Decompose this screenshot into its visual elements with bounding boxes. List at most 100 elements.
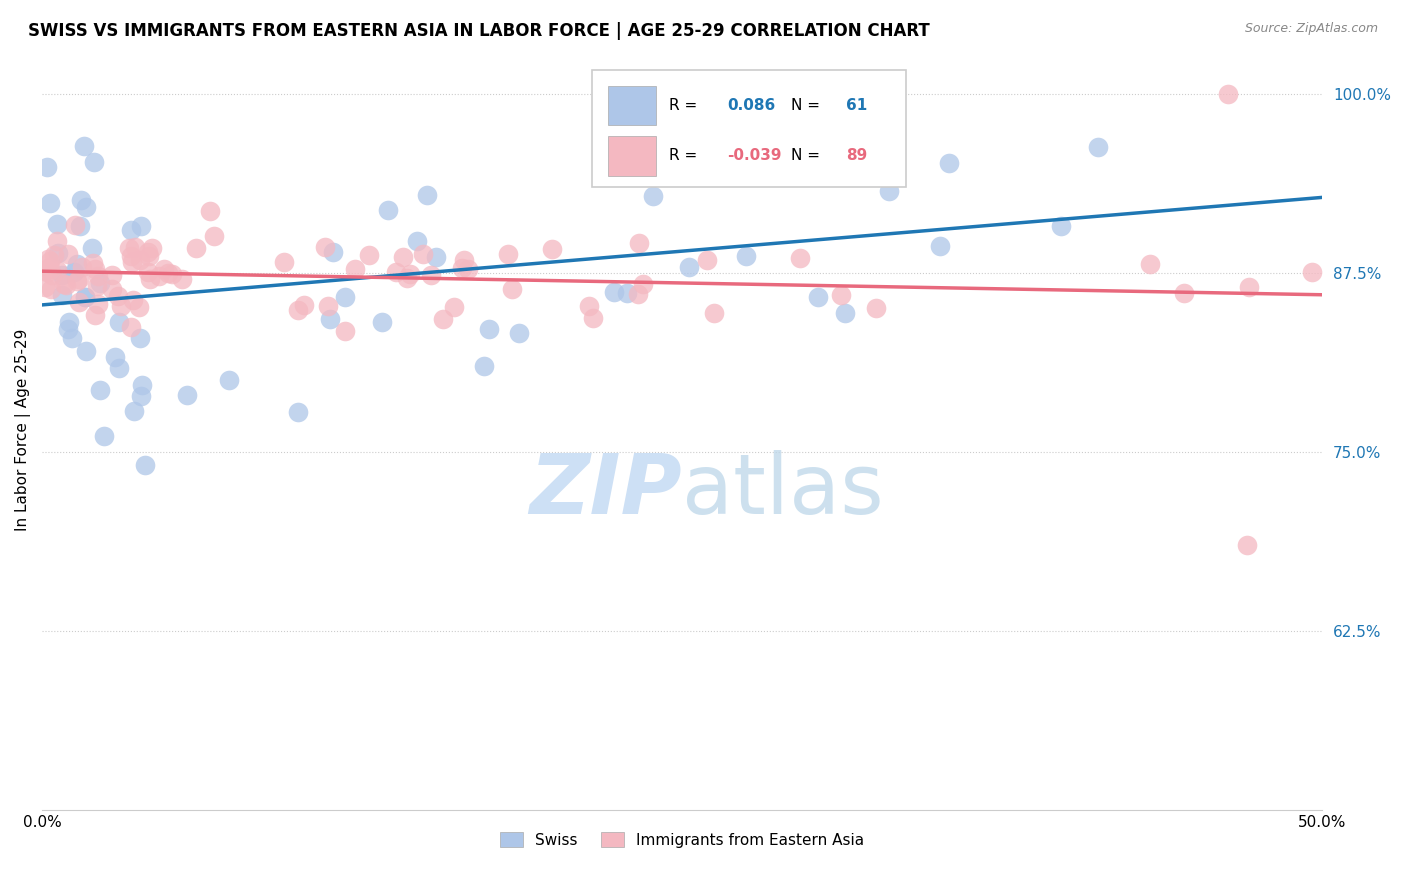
Point <box>37 261 59 276</box>
Point <box>457 262 479 277</box>
Point <box>60 331 83 345</box>
Point <box>107 289 129 303</box>
Point <box>87 297 110 311</box>
Text: 0.086: 0.086 <box>727 98 775 112</box>
Point <box>42 248 65 262</box>
Point <box>377 202 399 217</box>
Point <box>501 282 523 296</box>
Point <box>398 267 420 281</box>
Point <box>541 242 564 256</box>
Point <box>34 263 56 277</box>
Text: R =: R = <box>669 148 697 163</box>
Point <box>39 262 62 277</box>
Point <box>37 265 59 279</box>
Point <box>70 193 93 207</box>
Point <box>101 282 124 296</box>
Point <box>834 306 856 320</box>
Point <box>120 319 142 334</box>
Point <box>865 301 887 316</box>
Point <box>129 389 152 403</box>
Point <box>75 290 97 304</box>
Point <box>218 373 240 387</box>
Point <box>82 256 104 270</box>
Text: SWISS VS IMMIGRANTS FROM EASTERN ASIA IN LABOR FORCE | AGE 25-29 CORRELATION CHA: SWISS VS IMMIGRANTS FROM EASTERN ASIA IN… <box>28 22 929 40</box>
Point <box>628 235 651 250</box>
Text: Source: ZipAtlas.com: Source: ZipAtlas.com <box>1244 22 1378 36</box>
Point <box>87 269 110 284</box>
Point <box>316 299 339 313</box>
Point <box>63 265 86 279</box>
Point <box>443 300 465 314</box>
Point <box>160 267 183 281</box>
Legend: Swiss, Immigrants from Eastern Asia: Swiss, Immigrants from Eastern Asia <box>492 824 872 855</box>
Point <box>56 322 79 336</box>
Point <box>136 245 159 260</box>
Point <box>343 262 366 277</box>
Point <box>1173 286 1195 301</box>
Point <box>406 234 429 248</box>
Point <box>453 253 475 268</box>
Point <box>420 268 443 282</box>
Point <box>172 272 194 286</box>
Point <box>432 312 454 326</box>
Text: N =: N = <box>790 98 820 112</box>
Point <box>416 188 439 202</box>
Point <box>412 246 434 260</box>
Point <box>678 260 700 275</box>
Point <box>830 288 852 302</box>
Point <box>69 219 91 233</box>
Point <box>371 315 394 329</box>
Point <box>93 429 115 443</box>
Point <box>131 377 153 392</box>
Point <box>72 260 94 275</box>
Point <box>35 160 58 174</box>
Point <box>292 298 315 312</box>
Point <box>139 272 162 286</box>
Point <box>335 290 357 304</box>
Point <box>101 268 124 282</box>
Point <box>58 315 80 329</box>
Point <box>84 308 107 322</box>
Point <box>82 241 104 255</box>
Point <box>664 160 686 174</box>
Text: atlas: atlas <box>682 450 884 532</box>
FancyBboxPatch shape <box>607 136 657 176</box>
Point <box>1236 538 1258 552</box>
Text: 61: 61 <box>846 98 868 112</box>
Point <box>696 252 718 267</box>
Point <box>37 252 59 267</box>
Point <box>51 268 73 282</box>
Point <box>287 405 309 419</box>
Point <box>1216 87 1239 101</box>
Point <box>108 361 131 376</box>
Point <box>938 155 960 169</box>
Point <box>45 234 67 248</box>
Point <box>648 114 671 128</box>
Point <box>703 306 725 320</box>
Y-axis label: In Labor Force | Age 25-29: In Labor Force | Age 25-29 <box>15 329 31 532</box>
Point <box>425 250 447 264</box>
Point <box>141 241 163 255</box>
Point <box>1237 280 1260 294</box>
Point <box>333 324 356 338</box>
Point <box>602 285 624 299</box>
Point <box>46 245 69 260</box>
Point <box>627 287 650 301</box>
Point <box>129 253 152 268</box>
Point <box>118 241 141 255</box>
Point <box>122 404 145 418</box>
Point <box>198 203 221 218</box>
Point <box>508 326 530 340</box>
Point <box>41 268 63 283</box>
Point <box>38 254 60 268</box>
Point <box>152 262 174 277</box>
Point <box>45 263 67 277</box>
Point <box>287 302 309 317</box>
Point <box>45 217 67 231</box>
Point <box>39 282 62 296</box>
Point <box>110 299 132 313</box>
Point <box>120 223 142 237</box>
Text: -0.039: -0.039 <box>727 148 782 163</box>
Point <box>136 265 159 279</box>
Point <box>128 331 150 345</box>
